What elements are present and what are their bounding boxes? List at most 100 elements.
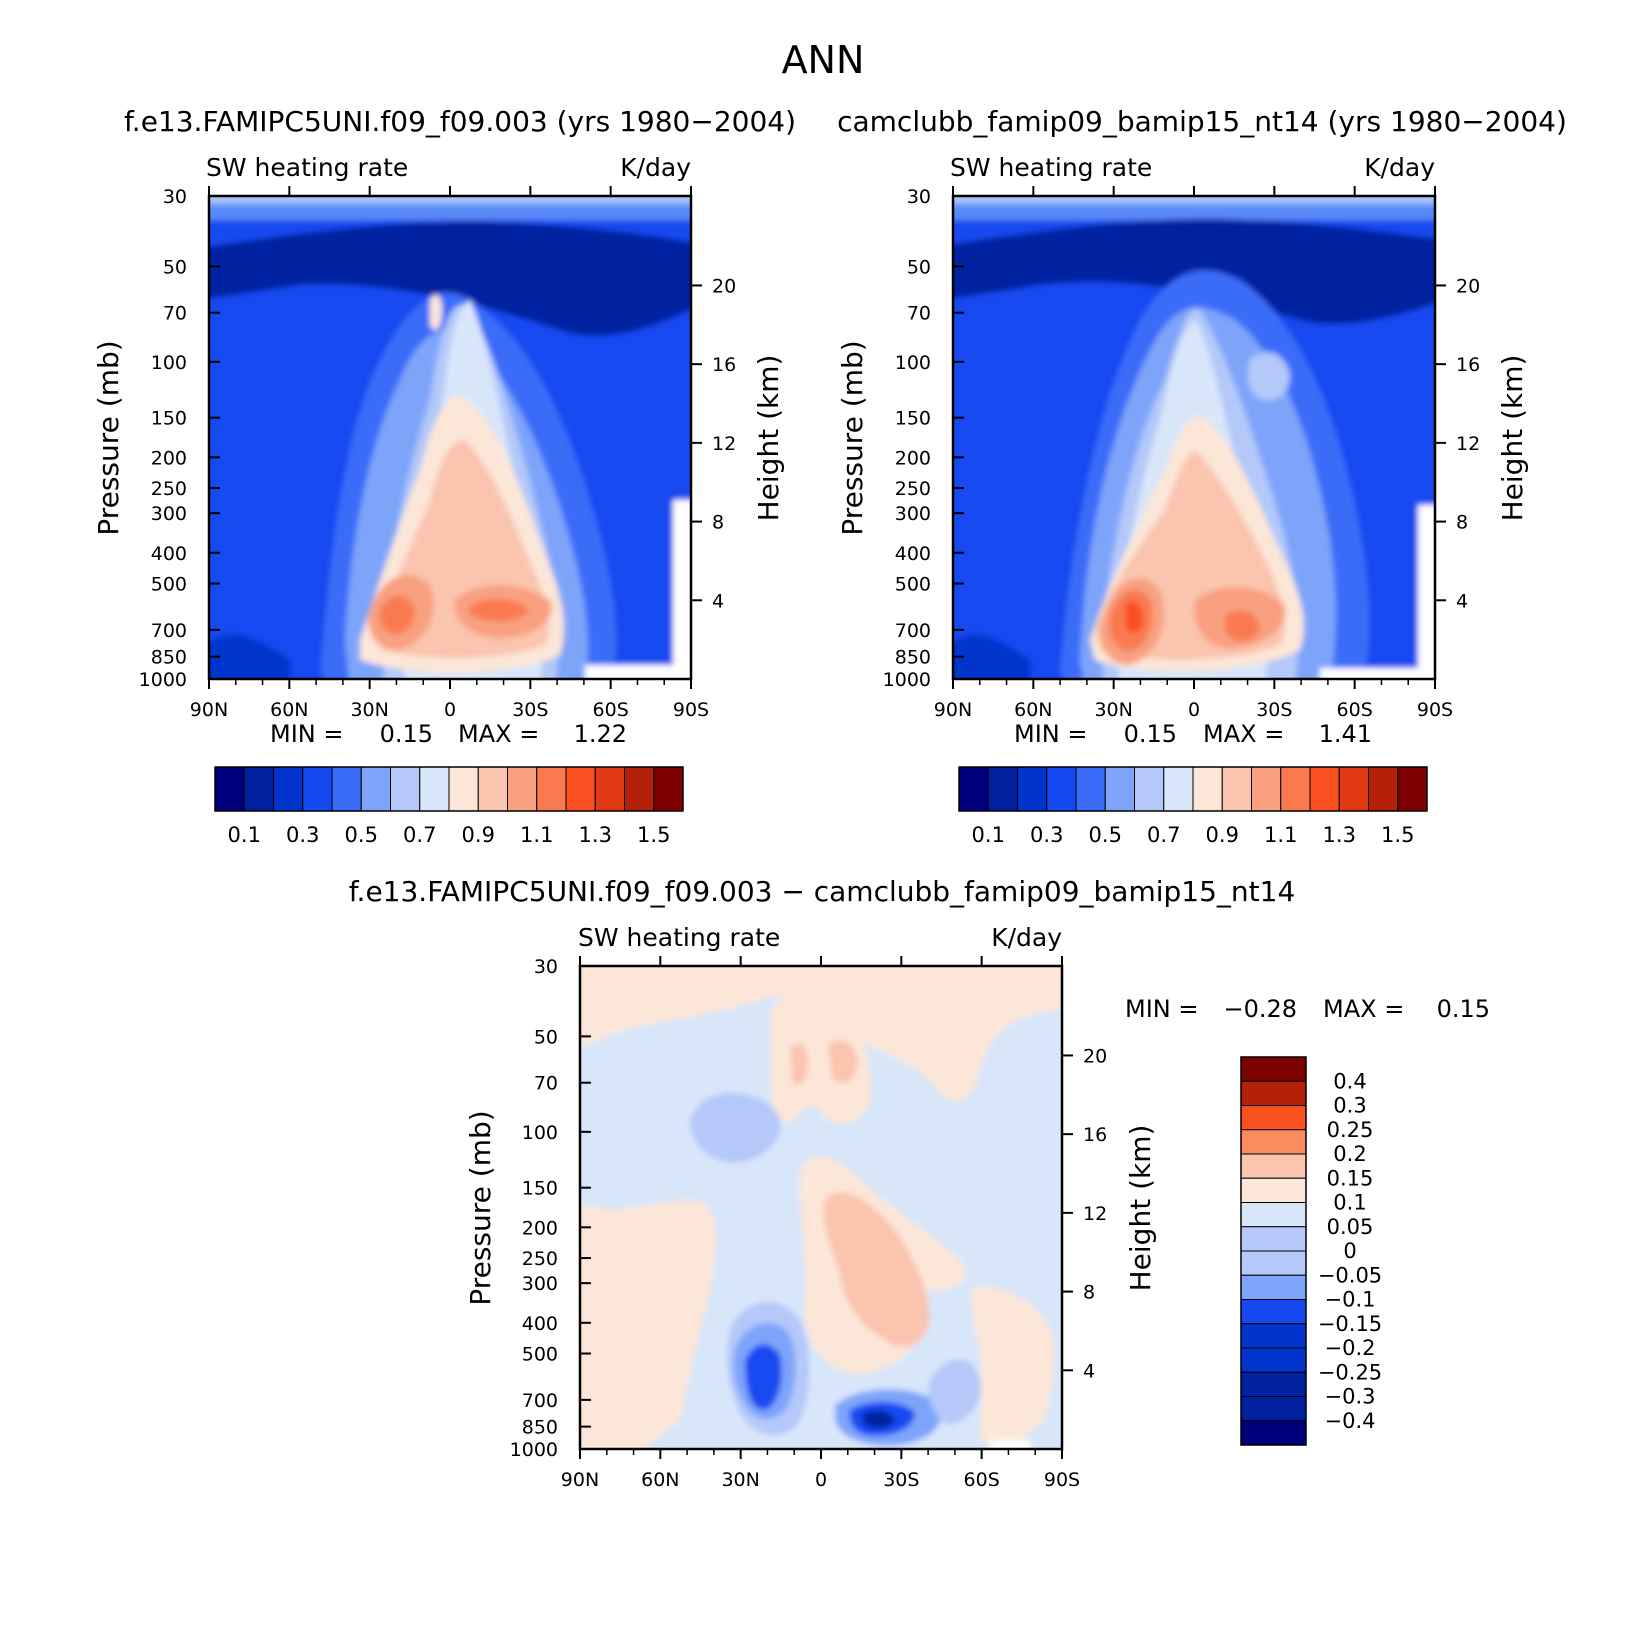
height-tick-label: 12 bbox=[712, 433, 736, 455]
diff-min-value: −0.28 bbox=[1223, 995, 1297, 1023]
y-tick-label: 100 bbox=[522, 1122, 558, 1144]
colorbar-swatch bbox=[243, 766, 274, 812]
y-tick-label: 400 bbox=[895, 543, 931, 565]
diff-ylabel-right: Height (km) bbox=[1124, 1125, 1157, 1292]
colorbar-swatch bbox=[1240, 1080, 1307, 1106]
y-tick-label: 50 bbox=[534, 1026, 558, 1048]
y-tick-label: 50 bbox=[163, 256, 187, 278]
x-tick-label: 60S bbox=[1337, 699, 1373, 721]
y-tick-label: 250 bbox=[151, 478, 187, 500]
height-tick-label: 16 bbox=[1083, 1124, 1107, 1146]
colorbar-label: 0.2 bbox=[1333, 1142, 1366, 1166]
colorbar-swatch bbox=[1046, 766, 1077, 812]
left-min-value: 0.15 bbox=[380, 720, 433, 748]
colorbar-swatch bbox=[331, 766, 362, 812]
height-tick-label: 16 bbox=[1456, 354, 1480, 376]
y-tick-label: 500 bbox=[151, 574, 187, 596]
colorbar-swatch bbox=[958, 766, 989, 812]
colorbar-swatch bbox=[1309, 766, 1340, 812]
colorbar-label: 0.7 bbox=[1147, 823, 1180, 847]
colorbar-label: 0.1 bbox=[228, 823, 261, 847]
colorbar-swatch bbox=[624, 766, 655, 812]
y-tick-label: 200 bbox=[895, 447, 931, 469]
y-tick-label: 150 bbox=[522, 1178, 558, 1200]
colorbar-label: 1.5 bbox=[1381, 823, 1414, 847]
y-tick-label: 30 bbox=[907, 186, 931, 208]
colorbar-label: 0.3 bbox=[1333, 1094, 1366, 1118]
x-tick-label: 90S bbox=[673, 699, 709, 721]
difference-panel: SW heating rate K/day bbox=[464, 923, 1490, 1491]
left-contour-field bbox=[209, 196, 691, 679]
right-ylabel-right: Height (km) bbox=[1496, 355, 1529, 522]
x-tick-label: 60N bbox=[641, 1469, 679, 1491]
right-contour-field bbox=[953, 196, 1435, 679]
right-panel-title: camclubb_famip09_bamip15_nt14 (yrs 1980−… bbox=[837, 105, 1567, 138]
colorbar-label: 0.5 bbox=[345, 823, 378, 847]
colorbar-swatch bbox=[1240, 1153, 1307, 1179]
height-tick-label: 8 bbox=[712, 512, 724, 534]
colorbar-label: −0.05 bbox=[1318, 1263, 1382, 1287]
y-tick-label: 700 bbox=[895, 620, 931, 642]
colorbar-label: 0.5 bbox=[1089, 823, 1122, 847]
diff-field-label: SW heating rate bbox=[578, 923, 780, 952]
y-tick-label: 850 bbox=[151, 647, 187, 669]
colorbar-swatch bbox=[302, 766, 333, 812]
y-tick-label: 1000 bbox=[510, 1439, 558, 1461]
colorbar-swatch bbox=[1251, 766, 1282, 812]
x-tick-label: 90S bbox=[1044, 1469, 1080, 1491]
colorbar-swatch bbox=[594, 766, 625, 812]
diff-contour-field bbox=[580, 966, 1062, 1449]
height-tick-label: 20 bbox=[1083, 1045, 1107, 1067]
y-tick-label: 30 bbox=[163, 186, 187, 208]
x-tick-label: 30N bbox=[721, 1469, 759, 1491]
height-tick-label: 20 bbox=[1456, 275, 1480, 297]
right-max-value: 1.41 bbox=[1319, 720, 1372, 748]
colorbar-label: −0.3 bbox=[1325, 1385, 1376, 1409]
left-panel: SW heating rate K/day bbox=[92, 153, 785, 847]
x-tick-label: 90N bbox=[934, 699, 972, 721]
left-ylabel-right: Height (km) bbox=[752, 355, 785, 522]
y-tick-label: 200 bbox=[522, 1217, 558, 1239]
height-tick-label: 4 bbox=[712, 590, 724, 612]
x-tick-label: 30S bbox=[512, 699, 548, 721]
height-tick-label: 20 bbox=[712, 275, 736, 297]
y-tick-label: 150 bbox=[151, 408, 187, 430]
colorbar-swatch bbox=[390, 766, 421, 812]
colorbar-swatch bbox=[1240, 1177, 1307, 1203]
y-tick-label: 850 bbox=[895, 647, 931, 669]
height-tick-label: 4 bbox=[1456, 590, 1468, 612]
colorbar-label: 0.1 bbox=[972, 823, 1005, 847]
y-tick-label: 100 bbox=[895, 352, 931, 374]
height-tick-label: 8 bbox=[1083, 1282, 1095, 1304]
y-tick-label: 300 bbox=[895, 503, 931, 525]
colorbar-swatch bbox=[214, 766, 245, 812]
colorbar-swatch bbox=[1240, 1347, 1307, 1373]
colorbar-label: 1.1 bbox=[520, 823, 553, 847]
colorbar-swatch bbox=[987, 766, 1018, 812]
y-tick-label: 700 bbox=[151, 620, 187, 642]
colorbar-frame bbox=[214, 766, 684, 812]
colorbar-swatch bbox=[1221, 766, 1252, 812]
right-panel: SW heating rate K/day bbox=[836, 153, 1529, 847]
colorbar-label: 0 bbox=[1343, 1239, 1356, 1263]
y-tick-label: 500 bbox=[895, 574, 931, 596]
colorbar-label: 0.9 bbox=[462, 823, 495, 847]
colorbar-swatch bbox=[1338, 766, 1369, 812]
left-min-label: MIN = bbox=[270, 720, 343, 748]
y-tick-label: 1000 bbox=[883, 669, 931, 691]
colorbar-swatch bbox=[360, 766, 391, 812]
colorbar-swatch bbox=[1240, 1105, 1307, 1131]
height-tick-label: 12 bbox=[1083, 1203, 1107, 1225]
diff-max-label: MAX = bbox=[1323, 995, 1404, 1023]
colorbar-swatch bbox=[1192, 766, 1223, 812]
y-tick-label: 500 bbox=[522, 1344, 558, 1366]
colorbar-swatch bbox=[1104, 766, 1135, 812]
height-tick-label: 12 bbox=[1456, 433, 1480, 455]
colorbar-swatch bbox=[1017, 766, 1048, 812]
y-tick-label: 400 bbox=[522, 1313, 558, 1335]
colorbar-swatch bbox=[273, 766, 304, 812]
y-tick-label: 250 bbox=[522, 1248, 558, 1270]
right-units-label: K/day bbox=[1364, 153, 1435, 182]
